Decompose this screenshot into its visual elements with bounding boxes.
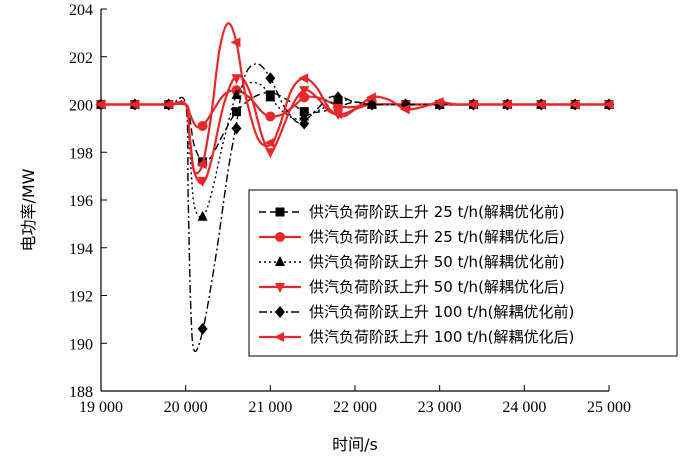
legend-marker xyxy=(275,256,285,266)
data-point xyxy=(399,104,410,115)
data-point xyxy=(299,110,310,121)
data-point xyxy=(197,120,208,131)
data-point xyxy=(433,97,444,108)
series-line xyxy=(101,74,609,185)
data-point xyxy=(128,99,139,110)
data-point xyxy=(197,176,208,187)
legend-label: 供汽负荷阶跃上升 50 t/h(解耦优化后) xyxy=(309,278,565,296)
legend-item: 供汽负荷阶跃上升 50 t/h(解耦优化后) xyxy=(259,278,565,296)
series-line xyxy=(101,22,609,175)
x-tick-label: 22 000 xyxy=(333,399,377,416)
data-point xyxy=(231,88,242,99)
data-point xyxy=(264,137,275,148)
y-axis-title: 电功率/MW xyxy=(19,168,38,251)
series-6 xyxy=(95,22,613,175)
x-tick-label: 25 000 xyxy=(587,399,631,416)
x-tick-label: 20 000 xyxy=(164,399,208,416)
y-tick-label: 192 xyxy=(69,289,93,306)
legend-label: 供汽负荷阶跃上升 50 t/h(解耦优化前) xyxy=(309,253,565,271)
data-point xyxy=(197,322,208,335)
legend-item: 供汽负荷阶跃上升 100 t/h(解耦优化前) xyxy=(259,303,574,321)
data-point xyxy=(333,91,344,104)
data-point xyxy=(467,99,478,110)
data-point xyxy=(265,91,276,102)
y-tick-label: 202 xyxy=(69,50,93,67)
y-tick-label: 188 xyxy=(69,384,93,401)
data-point xyxy=(569,99,580,110)
data-point xyxy=(95,99,105,110)
data-point xyxy=(231,74,242,85)
data-point xyxy=(197,210,208,221)
legend-item: 供汽负荷阶跃上升 50 t/h(解耦优化前) xyxy=(259,253,565,271)
data-point xyxy=(265,111,276,122)
series-layer xyxy=(95,22,614,353)
data-point xyxy=(332,109,343,120)
data-point xyxy=(298,73,309,84)
series-4 xyxy=(96,74,614,187)
x-tick-label: 23 000 xyxy=(418,399,462,416)
legend-marker xyxy=(275,232,285,242)
legend-box xyxy=(248,189,678,357)
data-point xyxy=(265,72,276,85)
legend-marker xyxy=(275,283,285,293)
x-tick-label: 21 000 xyxy=(248,399,292,416)
y-tick-label: 194 xyxy=(69,241,93,258)
legend-item: 供汽负荷阶跃上升 25 t/h(解耦优化前) xyxy=(259,203,565,221)
legend-item: 供汽负荷阶跃上升 100 t/h(解耦优化后) xyxy=(259,328,574,346)
data-point xyxy=(299,92,310,103)
data-point xyxy=(299,86,310,97)
x-axis-title: 时间/s xyxy=(332,435,378,454)
data-point xyxy=(231,122,242,135)
data-point xyxy=(162,99,173,110)
y-tick-label: 204 xyxy=(69,2,93,19)
data-point xyxy=(333,101,344,112)
data-point xyxy=(230,37,241,48)
legend-label: 供汽负荷阶跃上升 25 t/h(解耦优化前) xyxy=(309,203,565,221)
y-tick-label: 200 xyxy=(69,98,93,115)
axes: 19 000 20 000 21 000 22 000 23 000 24 000 25 0… xyxy=(69,2,631,416)
data-point xyxy=(265,148,276,159)
data-point xyxy=(365,92,376,103)
data-point xyxy=(535,99,546,110)
legend-marker xyxy=(274,332,284,342)
data-point xyxy=(603,99,613,110)
y-tick-label: 198 xyxy=(69,145,93,162)
data-point xyxy=(501,99,512,110)
legend-marker xyxy=(275,207,285,217)
legend-label: 供汽负荷阶跃上升 25 t/h(解耦优化后) xyxy=(309,228,565,246)
legend: 供汽负荷阶跃上升 25 t/h(解耦优化前) 供汽负荷阶跃上升 25 t/h(解耦… xyxy=(248,189,678,357)
data-point xyxy=(231,107,241,117)
legend-label: 供汽负荷阶跃上升 100 t/h(解耦优化后) xyxy=(309,328,574,346)
data-point xyxy=(196,159,207,170)
legend-label: 供汽负荷阶跃上升 100 t/h(解耦优化前) xyxy=(309,303,574,321)
x-tick-label: 19 000 xyxy=(79,399,123,416)
legend-marker xyxy=(275,306,285,318)
y-tick-label: 196 xyxy=(69,193,93,210)
x-tick-label: 24 000 xyxy=(502,399,546,416)
y-tick-label: 190 xyxy=(69,336,93,353)
data-point xyxy=(299,117,310,130)
legend-item: 供汽负荷阶跃上升 25 t/h(解耦优化后) xyxy=(259,228,565,246)
